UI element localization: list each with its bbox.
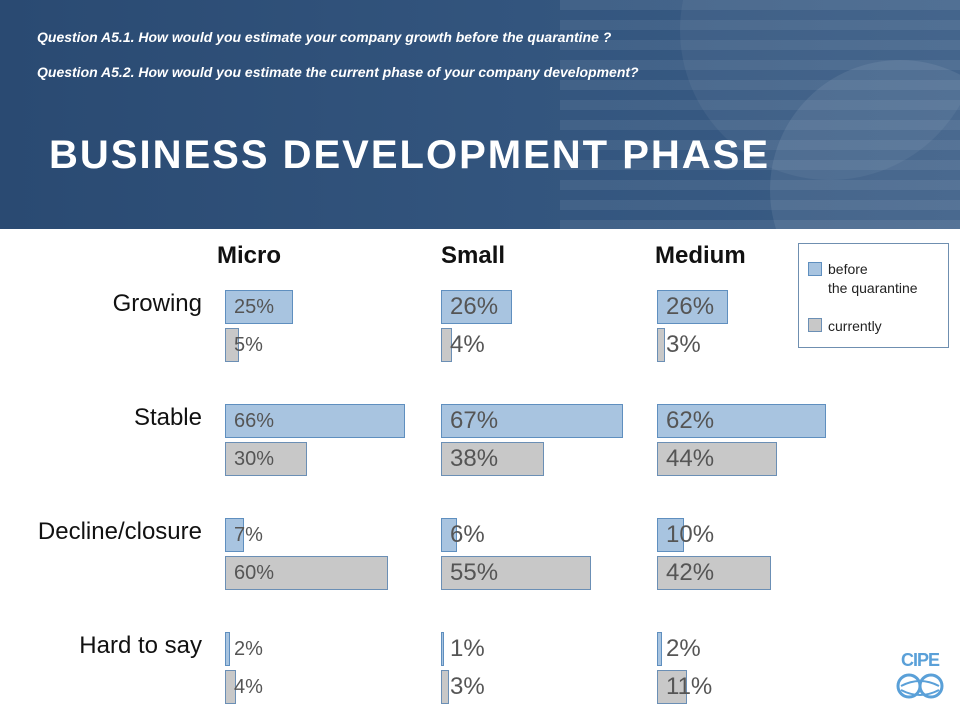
bar-current-micro-0 bbox=[225, 328, 239, 362]
data-label-before-micro-0: 25% bbox=[234, 296, 275, 318]
data-label-before-small-1: 67% bbox=[450, 407, 499, 434]
logo-emblem-icon bbox=[896, 673, 944, 699]
bar-before-micro-3 bbox=[225, 632, 231, 666]
bar-current-medium-1 bbox=[657, 442, 777, 476]
bar-before-micro-1 bbox=[225, 404, 405, 438]
bar-current-micro-2 bbox=[225, 556, 389, 590]
page-title: BUSINESS DEVELOPMENT PHASE bbox=[49, 133, 771, 177]
bar-before-medium-1 bbox=[657, 404, 826, 438]
bar-before-medium-0 bbox=[657, 290, 728, 324]
bar-before-small-1 bbox=[441, 404, 624, 438]
legend: before the quarantine currently bbox=[798, 243, 949, 348]
legend-label-before-line1: before bbox=[828, 261, 868, 277]
data-label-before-micro-2: 7% bbox=[234, 524, 263, 546]
data-label-current-small-1: 38% bbox=[450, 445, 499, 472]
data-label-current-medium-1: 44% bbox=[666, 445, 715, 472]
question-a5-2: Question A5.2. How would you estimate th… bbox=[37, 64, 639, 80]
bar-before-small-3 bbox=[441, 632, 444, 666]
data-label-before-medium-0: 26% bbox=[666, 293, 715, 320]
cipe-logo: CIPE bbox=[893, 650, 947, 702]
data-label-before-small-3: 1% bbox=[450, 635, 485, 662]
bar-current-small-3 bbox=[441, 670, 450, 704]
bar-current-medium-0 bbox=[657, 328, 666, 362]
header-banner: Question A5.1. How would you estimate yo… bbox=[0, 0, 960, 229]
data-label-current-medium-0: 3% bbox=[666, 331, 701, 358]
group-header-micro: Micro bbox=[217, 242, 282, 269]
bar-current-medium-2 bbox=[657, 556, 772, 590]
data-label-current-micro-3: 4% bbox=[234, 676, 263, 698]
category-label-hard-to-say: Hard to say bbox=[79, 632, 202, 659]
data-label-current-small-2: 55% bbox=[450, 559, 499, 586]
data-label-current-micro-2: 60% bbox=[234, 562, 275, 584]
data-label-before-small-2: 6% bbox=[450, 521, 485, 548]
bar-before-medium-2 bbox=[657, 518, 685, 552]
data-label-current-medium-2: 42% bbox=[666, 559, 715, 586]
bar-before-medium-3 bbox=[657, 632, 663, 666]
data-label-before-micro-3: 2% bbox=[234, 638, 263, 660]
data-label-current-small-3: 3% bbox=[450, 673, 485, 700]
question-a5-1: Question A5.1. How would you estimate yo… bbox=[37, 29, 612, 45]
background-stripes bbox=[560, 0, 960, 229]
legend-swatch-before bbox=[808, 262, 822, 276]
bar-current-small-2 bbox=[441, 556, 591, 590]
bar-before-micro-2 bbox=[225, 518, 245, 552]
data-label-before-small-0: 26% bbox=[450, 293, 499, 320]
bar-before-micro-0 bbox=[225, 290, 293, 324]
data-label-current-micro-0: 5% bbox=[234, 334, 263, 356]
legend-label-before-line2: the quarantine bbox=[828, 280, 918, 296]
data-label-before-medium-2: 10% bbox=[666, 521, 715, 548]
data-label-current-micro-1: 30% bbox=[234, 448, 275, 470]
bar-current-medium-3 bbox=[657, 670, 687, 704]
category-label-decline-closure: Decline/closure bbox=[37, 518, 202, 545]
bar-current-small-1 bbox=[441, 442, 545, 476]
data-label-before-micro-1: 66% bbox=[234, 410, 275, 432]
data-label-before-medium-1: 62% bbox=[666, 407, 715, 434]
data-label-current-small-0: 4% bbox=[450, 331, 485, 358]
group-header-small: Small bbox=[441, 242, 506, 269]
category-label-growing: Growing bbox=[112, 290, 202, 317]
bar-current-micro-1 bbox=[225, 442, 307, 476]
data-label-current-medium-3: 11% bbox=[666, 673, 713, 700]
bar-current-micro-3 bbox=[225, 670, 236, 704]
group-header-medium: Medium bbox=[655, 242, 746, 269]
category-label-stable: Stable bbox=[133, 404, 202, 431]
bar-current-small-0 bbox=[441, 328, 452, 362]
logo-text: CIPE bbox=[900, 650, 940, 670]
data-label-before-medium-3: 2% bbox=[666, 635, 701, 662]
legend-label-current: currently bbox=[828, 318, 882, 334]
bar-before-small-2 bbox=[441, 518, 458, 552]
legend-swatch-current bbox=[808, 318, 822, 332]
bar-before-small-0 bbox=[441, 290, 512, 324]
